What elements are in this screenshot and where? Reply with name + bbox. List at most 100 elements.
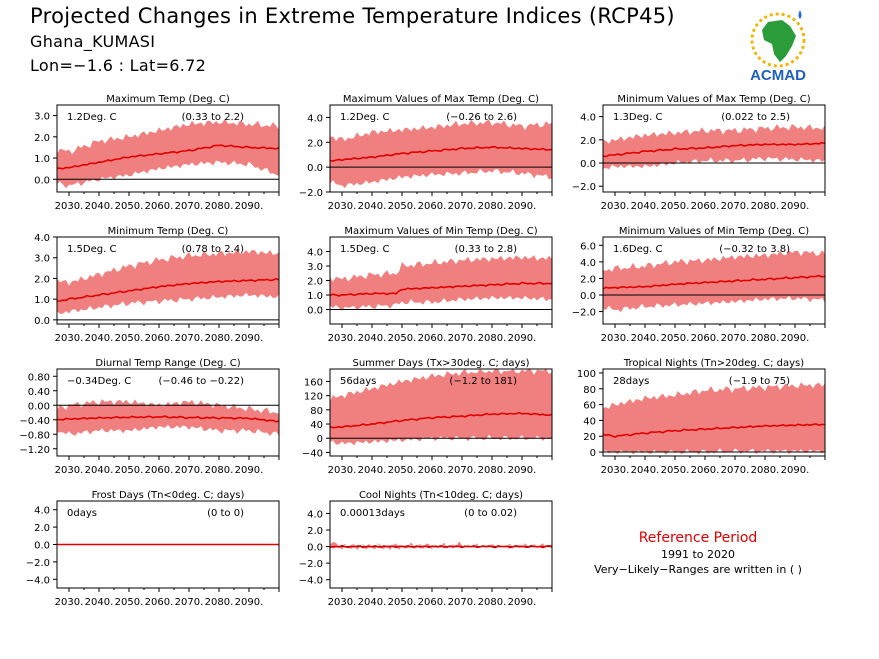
x-tick-label: 2030. xyxy=(328,597,357,608)
x-tick-label: 2050. xyxy=(115,201,144,212)
y-tick-label: 0.0 xyxy=(34,541,50,552)
x-tick-label: 2050. xyxy=(388,597,417,608)
y-tick-label: 2.0 xyxy=(580,136,596,147)
range-band xyxy=(603,250,825,313)
x-tick-label: 2060. xyxy=(418,201,447,212)
value-label: 1.5Deg. C xyxy=(67,244,116,255)
x-tick-label: 2050. xyxy=(115,465,144,476)
x-tick-label: 2030. xyxy=(601,333,630,344)
y-tick-label: 6.0 xyxy=(580,241,596,252)
y-tick-label: 0.0 xyxy=(34,316,50,327)
x-tick-label: 2060. xyxy=(145,597,174,608)
x-tick-label: 2050. xyxy=(115,333,144,344)
y-tick-label: −2.0 xyxy=(572,182,596,193)
y-tick-label: 0 xyxy=(317,434,323,445)
y-tick-label: 20 xyxy=(583,432,596,443)
x-tick-label: 2050. xyxy=(661,201,690,212)
reference-period-title: Reference Period xyxy=(638,530,758,546)
page-title: Projected Changes in Extreme Temperature… xyxy=(30,4,675,28)
x-tick-label: 2060. xyxy=(145,201,174,212)
y-tick-label: 0.40 xyxy=(28,387,50,398)
plot-frame xyxy=(56,236,280,325)
value-label: −0.34Deg. C xyxy=(67,376,131,387)
x-tick-label: 2080. xyxy=(205,597,234,608)
x-tick-label: 2040. xyxy=(358,465,387,476)
x-tick-label: 2030. xyxy=(328,333,357,344)
range-label: (−0.32 to 3.8) xyxy=(719,244,790,255)
range-band xyxy=(330,119,552,189)
range-label: (0.78 to 2.4) xyxy=(182,244,244,255)
x-tick-label: 2090. xyxy=(781,201,810,212)
median-line xyxy=(329,146,553,162)
y-tick-label: 3.0 xyxy=(307,262,323,273)
y-tick-label: 160 xyxy=(304,377,323,388)
y-tick-label: −2.0 xyxy=(299,188,323,199)
x-tick-label: 2030. xyxy=(601,465,630,476)
y-tick-label: 0.0 xyxy=(307,543,323,554)
median-line xyxy=(329,544,553,549)
acmad-logo: ACMAD xyxy=(750,10,806,84)
plot-frame xyxy=(329,500,553,589)
x-tick-label: 2090. xyxy=(508,597,537,608)
x-tick-label: 2030. xyxy=(328,465,357,476)
y-tick-label: −2.0 xyxy=(572,308,596,319)
x-tick-label: 2070. xyxy=(175,465,204,476)
x-tick-label: 2090. xyxy=(781,333,810,344)
chart-panel-7: 0.80 0.40 0.00 −0.40 −0.80 −1.20 2030. 2040. 205… xyxy=(19,358,280,476)
y-tick-label: −1.20 xyxy=(19,445,50,456)
y-tick-label: 80 xyxy=(310,406,323,417)
x-tick-label: 2030. xyxy=(601,201,630,212)
x-tick-label: 2040. xyxy=(631,333,660,344)
y-tick-label: 2.0 xyxy=(34,523,50,534)
x-tick-label: 2080. xyxy=(478,597,507,608)
y-tick-label: 0.0 xyxy=(307,163,323,174)
median-line xyxy=(329,281,553,297)
y-tick-label: 2.0 xyxy=(307,138,323,149)
chart-title: Maximum Values of Min Temp (Deg. C) xyxy=(344,226,537,237)
x-tick-label: 2060. xyxy=(691,333,720,344)
x-tick-label: 2080. xyxy=(478,201,507,212)
y-tick-label: 2.0 xyxy=(307,526,323,537)
x-tick-label: 2070. xyxy=(448,465,477,476)
chart-title: Minimum Temp (Deg. C) xyxy=(108,226,229,237)
africa-map-icon xyxy=(762,20,796,62)
y-tick-label: −4.0 xyxy=(26,575,50,586)
x-tick-label: 2090. xyxy=(235,597,264,608)
y-tick-label: 3.0 xyxy=(34,112,50,123)
x-tick-label: 2090. xyxy=(235,465,264,476)
x-tick-label: 2090. xyxy=(508,465,537,476)
y-tick-label: −2.0 xyxy=(299,559,323,570)
x-tick-label: 2080. xyxy=(205,333,234,344)
x-tick-label: 2070. xyxy=(448,201,477,212)
range-label: (0 to 0) xyxy=(207,508,244,519)
x-tick-label: 2040. xyxy=(85,333,114,344)
y-tick-label: 120 xyxy=(304,392,323,403)
x-tick-label: 2060. xyxy=(691,465,720,476)
x-tick-label: 2030. xyxy=(328,201,357,212)
plot-frame xyxy=(602,236,826,325)
y-tick-label: 60 xyxy=(583,401,596,412)
y-tick-label: 0.0 xyxy=(34,175,50,186)
chart-title: Minimum Values of Max Temp (Deg. C) xyxy=(617,94,810,105)
x-tick-label: 2080. xyxy=(478,333,507,344)
value-label: 0.00013days xyxy=(340,508,405,519)
x-tick-label: 2040. xyxy=(358,201,387,212)
y-tick-label: 0.80 xyxy=(28,372,50,383)
y-tick-label: 2.0 xyxy=(34,274,50,285)
x-tick-label: 2080. xyxy=(751,333,780,344)
x-tick-label: 2030. xyxy=(55,201,84,212)
x-tick-label: 2080. xyxy=(478,465,507,476)
chart-title: Cool Nights (Tn<10deg. C; days) xyxy=(359,490,523,501)
median-line xyxy=(329,411,553,429)
x-tick-label: 2060. xyxy=(418,333,447,344)
x-tick-label: 2040. xyxy=(631,465,660,476)
chart-title: Minimum Values of Min Temp (Deg. C) xyxy=(619,226,809,237)
y-tick-label: −0.40 xyxy=(19,416,50,427)
y-tick-label: −4.0 xyxy=(299,576,323,587)
y-tick-label: 2.0 xyxy=(307,277,323,288)
reference-range-note: Very−Likely−Ranges are written in ( ) xyxy=(594,563,802,576)
x-tick-label: 2060. xyxy=(145,465,174,476)
x-tick-label: 2030. xyxy=(55,465,84,476)
